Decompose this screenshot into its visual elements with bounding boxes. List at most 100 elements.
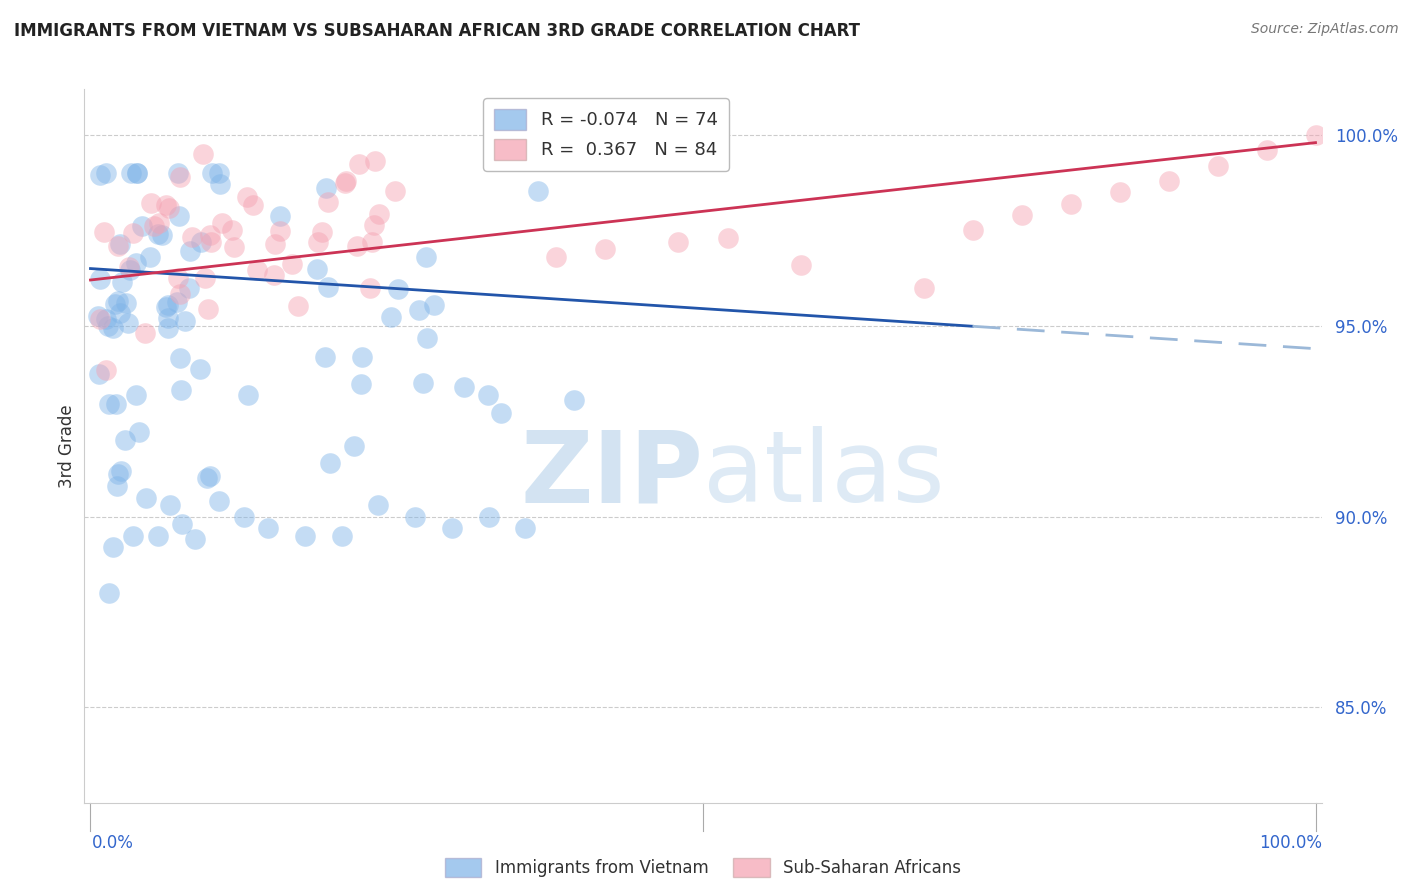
Point — [1059, 196, 1081, 211]
Point — [128, 425, 150, 439]
Point — [97, 318, 120, 333]
Point — [111, 275, 134, 289]
Point — [197, 301, 219, 316]
Point — [263, 268, 285, 282]
Point — [124, 256, 146, 270]
Point — [364, 154, 387, 169]
Point — [97, 586, 120, 600]
Point — [416, 331, 439, 345]
Point — [316, 280, 339, 294]
Point — [544, 250, 567, 264]
Point — [211, 216, 233, 230]
Point — [155, 198, 177, 212]
Point — [200, 235, 222, 249]
Point — [287, 299, 309, 313]
Point — [412, 376, 434, 391]
Y-axis label: 3rd Grade: 3rd Grade — [58, 404, 76, 488]
Point — [198, 468, 221, 483]
Point — [408, 303, 430, 318]
Text: 100.0%: 100.0% — [1258, 834, 1322, 852]
Point — [368, 207, 391, 221]
Point — [188, 362, 211, 376]
Point — [232, 509, 254, 524]
Point — [121, 226, 143, 240]
Point — [208, 166, 231, 180]
Point — [146, 529, 169, 543]
Point — [183, 533, 205, 547]
Point — [157, 311, 180, 326]
Point — [294, 529, 316, 543]
Point — [440, 521, 463, 535]
Point — [170, 383, 193, 397]
Point — [167, 209, 190, 223]
Point — [422, 298, 444, 312]
Text: IMMIGRANTS FROM VIETNAM VS SUBSAHARAN AFRICAN 3RD GRADE CORRELATION CHART: IMMIGRANTS FROM VIETNAM VS SUBSAHARAN AF… — [14, 22, 860, 40]
Point — [135, 491, 157, 505]
Point — [96, 166, 118, 180]
Point — [195, 471, 218, 485]
Point — [169, 170, 191, 185]
Point — [489, 406, 512, 420]
Point — [564, 393, 586, 408]
Point — [89, 272, 111, 286]
Point — [174, 314, 197, 328]
Point — [668, 235, 690, 249]
Point — [157, 298, 180, 312]
Point — [269, 224, 291, 238]
Point — [166, 166, 188, 180]
Point — [143, 219, 166, 233]
Point — [120, 166, 142, 180]
Point — [1256, 143, 1278, 157]
Point — [201, 166, 224, 180]
Point — [962, 223, 984, 237]
Point — [155, 300, 177, 314]
Point — [101, 540, 124, 554]
Point — [150, 227, 173, 242]
Point — [380, 310, 402, 324]
Point — [343, 439, 366, 453]
Point — [107, 479, 129, 493]
Point — [194, 270, 217, 285]
Text: Source: ZipAtlas.com: Source: ZipAtlas.com — [1251, 22, 1399, 37]
Point — [110, 464, 132, 478]
Point — [330, 529, 353, 543]
Point — [169, 287, 191, 301]
Point — [716, 231, 738, 245]
Point — [318, 456, 340, 470]
Point — [122, 529, 145, 543]
Text: 0.0%: 0.0% — [91, 834, 134, 852]
Point — [359, 281, 381, 295]
Point — [94, 311, 117, 326]
Text: ZIP: ZIP — [520, 426, 703, 523]
Point — [257, 521, 280, 535]
Point — [107, 467, 129, 481]
Point — [131, 219, 153, 233]
Point — [478, 509, 501, 524]
Point — [346, 238, 368, 252]
Point — [264, 237, 287, 252]
Point — [179, 244, 201, 258]
Point — [159, 498, 181, 512]
Point — [190, 235, 212, 250]
Point — [108, 237, 131, 252]
Point — [350, 351, 373, 365]
Point — [105, 397, 128, 411]
Point — [1305, 128, 1327, 142]
Point — [125, 166, 148, 180]
Point — [242, 197, 264, 211]
Point — [221, 223, 243, 237]
Point — [208, 177, 231, 191]
Point — [117, 316, 139, 330]
Point — [97, 397, 120, 411]
Point — [224, 239, 246, 253]
Point — [246, 263, 269, 277]
Legend: R = -0.074   N = 74, R =  0.367   N = 84: R = -0.074 N = 74, R = 0.367 N = 84 — [484, 98, 728, 170]
Point — [198, 228, 221, 243]
Point — [316, 195, 339, 210]
Point — [335, 174, 357, 188]
Point — [167, 271, 190, 285]
Point — [515, 521, 537, 535]
Point — [314, 350, 336, 364]
Point — [790, 258, 813, 272]
Point — [172, 517, 194, 532]
